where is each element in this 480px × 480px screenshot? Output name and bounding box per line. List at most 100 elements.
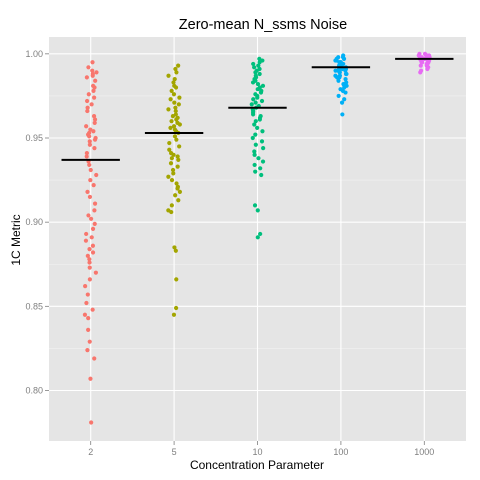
axes: 0.80 0.85 0.90 0.95 1.00 2 5 10 100 1000 [25,49,434,457]
data-point [176,63,181,68]
data-point [92,356,97,361]
data-point [177,95,182,100]
data-point [260,129,265,134]
data-point [84,300,89,306]
data-point [86,92,91,97]
data-point [258,166,263,171]
x-tick-label: 10 [252,447,262,457]
data-point [257,56,262,61]
data-point [252,203,258,208]
data-point [259,139,265,144]
data-point [171,124,177,129]
data-point [341,82,346,87]
chart-title: Zero-mean N_ssms Noise [179,17,347,33]
data-point [256,63,261,68]
data-point [255,87,260,92]
data-point [252,65,257,70]
data-point [257,71,262,77]
data-point [259,98,265,104]
data-point [255,95,260,100]
data-point [337,70,342,75]
data-point [90,243,96,248]
data-point [87,194,93,200]
data-point [89,216,94,221]
data-point [87,260,92,265]
data-point [85,98,90,104]
data-point [252,162,257,168]
data-point [91,114,97,119]
x-tick-label: 2 [88,447,93,457]
data-point [85,292,90,297]
y-tick-label: 1.00 [25,49,43,59]
data-point [94,172,99,178]
data-point [85,108,90,114]
data-point [168,161,174,166]
data-point [85,189,90,194]
data-point [85,348,90,353]
data-point [169,119,174,124]
data-point [257,117,262,122]
data-point [256,156,261,161]
data-point [90,73,95,78]
data-point [87,142,92,147]
data-point [177,122,182,127]
data-point [84,124,89,129]
data-point [87,339,92,344]
data-point [171,171,176,176]
data-point [339,100,345,105]
data-point [92,117,98,122]
data-point [249,102,254,107]
data-point [84,75,89,80]
data-point [93,78,98,83]
y-axis-title: 1C Metric [9,214,23,265]
data-point [94,70,99,75]
data-point [93,270,98,275]
data-point [261,146,266,151]
data-point [167,140,172,146]
data-point [250,80,256,85]
data-points [82,51,432,425]
data-point [85,253,90,258]
data-point [86,327,91,332]
data-point [86,316,91,321]
data-point [172,245,177,250]
data-point [255,235,260,240]
y-tick-label: 0.80 [25,386,43,396]
data-point [87,265,92,270]
data-point [340,112,345,117]
data-point [425,66,430,72]
data-point [92,137,98,142]
data-point [174,137,179,142]
data-point [259,172,264,178]
data-point [87,162,92,168]
x-axis-title: Concentration Parameter [190,458,324,472]
y-tick-label: 0.95 [25,133,43,143]
data-point [343,90,348,95]
data-point [252,149,257,154]
data-point [252,152,257,157]
data-point [166,73,171,78]
data-point [343,76,348,82]
data-point [84,154,89,159]
data-point [83,238,89,243]
data-point [92,221,97,226]
data-point [172,76,177,82]
data-point [168,97,173,102]
data-point [87,139,92,144]
x-tick-label: 100 [333,447,348,457]
data-point [177,144,182,149]
data-point [173,248,178,253]
data-point [91,183,96,188]
data-point [173,85,179,90]
data-point [92,95,97,100]
data-point [253,70,258,75]
data-point [418,63,423,68]
data-point [253,100,258,105]
data-point [258,231,263,237]
data-point [174,117,179,122]
data-point [334,75,340,80]
data-point [175,154,180,159]
data-point [171,152,176,157]
data-point [253,169,258,174]
data-point [86,65,91,70]
